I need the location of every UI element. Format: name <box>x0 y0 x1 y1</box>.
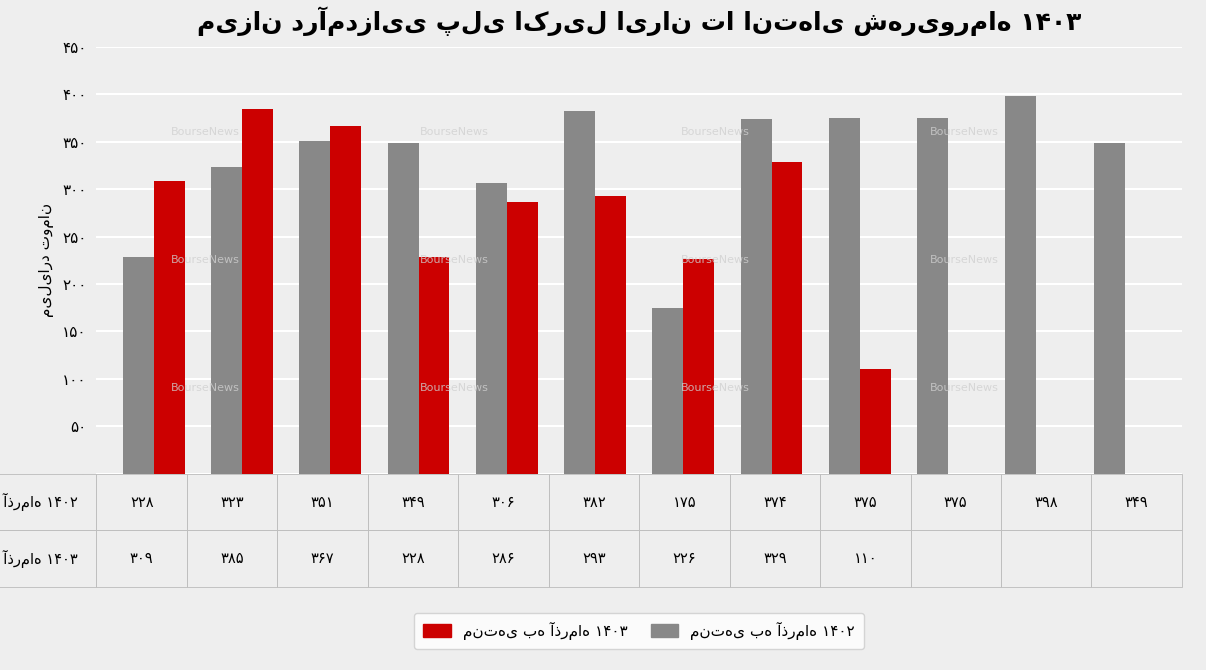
Bar <box>242 109 273 474</box>
Text: BourseNews: BourseNews <box>170 127 240 137</box>
Bar <box>917 118 948 474</box>
Text: BourseNews: BourseNews <box>680 127 750 137</box>
Text: BourseNews: BourseNews <box>420 255 490 265</box>
Text: BourseNews: BourseNews <box>680 255 750 265</box>
Text: BourseNews: BourseNews <box>930 255 1000 265</box>
Bar <box>330 125 362 474</box>
Bar <box>387 143 418 474</box>
Bar <box>829 118 860 474</box>
Bar <box>860 369 891 474</box>
Title: میزان درآمدزایی پلی اکریل ایران تا انتهای شهریورماه ۱۴۰۳: میزان درآمدزایی پلی اکریل ایران تا انتها… <box>197 7 1082 36</box>
Bar <box>211 168 242 474</box>
Text: BourseNews: BourseNews <box>930 127 1000 137</box>
Bar <box>652 308 684 474</box>
Bar <box>154 181 185 474</box>
Legend: منتهی به آذرماه ۱۴۰۳, منتهی به آذرماه ۱۴۰۲: منتهی به آذرماه ۱۴۰۳, منتهی به آذرماه ۱۴… <box>414 612 865 649</box>
Bar <box>1094 143 1124 474</box>
Bar <box>476 184 507 474</box>
Text: BourseNews: BourseNews <box>170 383 240 393</box>
Bar <box>564 111 595 474</box>
Bar <box>595 196 626 474</box>
Bar <box>772 161 802 474</box>
Bar <box>507 202 538 474</box>
Y-axis label: میلیارد تومان: میلیارد تومان <box>39 203 54 318</box>
Bar <box>418 257 450 474</box>
Bar <box>684 259 714 474</box>
Text: BourseNews: BourseNews <box>680 383 750 393</box>
Bar <box>123 257 154 474</box>
Text: BourseNews: BourseNews <box>420 383 490 393</box>
Text: BourseNews: BourseNews <box>170 255 240 265</box>
Text: BourseNews: BourseNews <box>930 383 1000 393</box>
Bar <box>740 119 772 474</box>
Text: BourseNews: BourseNews <box>420 127 490 137</box>
Bar <box>1006 96 1036 474</box>
Bar <box>299 141 330 474</box>
